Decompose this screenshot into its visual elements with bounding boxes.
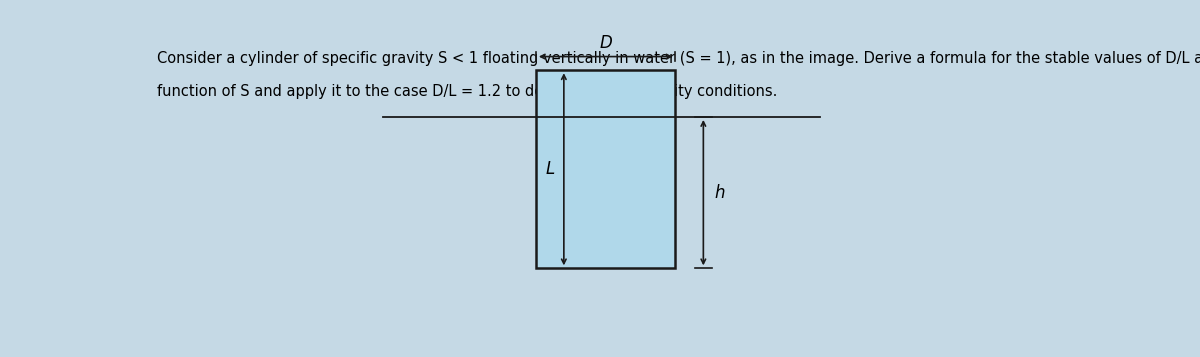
Text: D: D [599,35,612,52]
Text: h: h [714,183,725,202]
Text: Consider a cylinder of specific gravity S < 1 floating vertically in water (S = : Consider a cylinder of specific gravity … [157,51,1200,66]
Text: function of S and apply it to the case D/L = 1.2 to determine the stability cond: function of S and apply it to the case D… [157,84,778,99]
Text: L: L [545,160,554,178]
Bar [536,70,676,268]
